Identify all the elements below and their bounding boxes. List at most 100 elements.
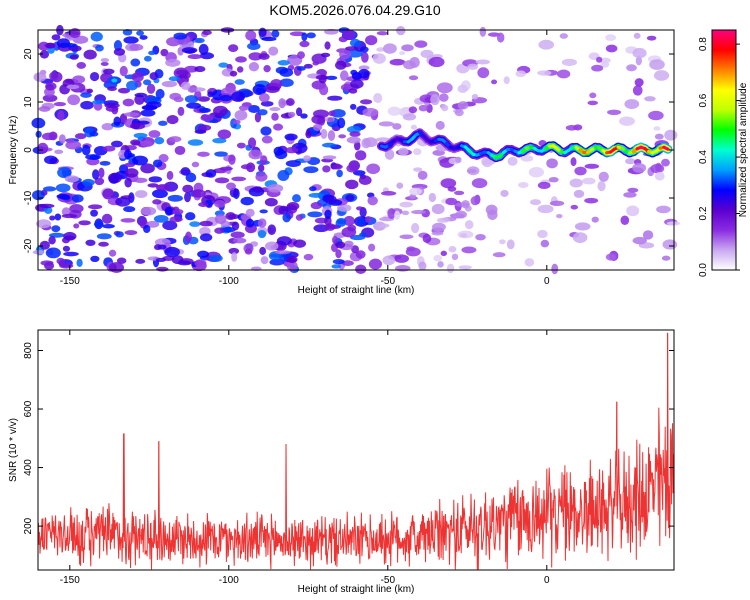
spectrogram-blob <box>90 31 103 42</box>
spectrogram-blob <box>152 189 168 199</box>
spectrogram-blob <box>546 158 558 169</box>
spectrogram-blob <box>644 96 656 102</box>
spectrogram-blob <box>45 247 61 259</box>
spectrogram-blob <box>312 61 319 66</box>
spectrogram-blob <box>653 70 670 81</box>
spectrogram-blob <box>94 177 105 186</box>
spectrogram-blob <box>401 44 414 52</box>
spectrogram-blob <box>89 131 99 137</box>
spectrogram-blob <box>173 32 188 40</box>
spectrogram-blob <box>440 178 457 189</box>
spectrogram-blob <box>366 163 381 175</box>
spectrogram-blob <box>248 149 263 160</box>
spectrogram-blob <box>464 220 474 230</box>
spectrogram-blob <box>349 38 361 48</box>
spectrogram-blob <box>350 103 357 110</box>
spectrogram-blob <box>503 76 510 85</box>
spectrogram-blob <box>238 105 249 111</box>
spectrogram-blob <box>164 246 180 258</box>
spectrogram-blob <box>80 100 94 110</box>
spectrogram-blob <box>155 88 165 99</box>
spectrogram-blob <box>556 69 571 79</box>
spectrogram-blob <box>252 186 263 193</box>
spectrogram-blob <box>528 166 544 178</box>
spectrogram-blob <box>263 65 271 73</box>
spectrogram-blob <box>38 105 51 112</box>
spectrogram-blob <box>454 108 464 117</box>
spectrogram-blob <box>574 222 591 231</box>
spectrogram-blob <box>322 165 331 173</box>
spectrogram-blob <box>143 224 151 234</box>
spectrogram-blob <box>258 53 270 60</box>
spectrogram-blob <box>221 226 236 233</box>
spectrogram-blob <box>184 192 191 203</box>
spectrogram-blob <box>356 217 366 226</box>
spectrogram-blob <box>461 200 470 209</box>
spectrogram-blob <box>194 37 205 44</box>
spectrogram-blob <box>346 125 362 134</box>
spectrogram-blob <box>324 41 331 50</box>
spectrogram-blob <box>406 246 416 252</box>
spectrogram-blob <box>570 204 579 210</box>
spectrogram-blob <box>301 32 308 42</box>
spectrogram-blob <box>231 91 245 102</box>
spectrogram-blob <box>413 167 423 172</box>
spectrogram-blob <box>537 229 548 239</box>
spectrogram-blob <box>168 136 182 143</box>
spectrogram-blob <box>53 102 66 107</box>
spectrogram-blob <box>212 137 227 144</box>
spectrogram-blob <box>140 206 157 216</box>
spectrogram-blob <box>260 100 274 107</box>
spectrogram-blob <box>82 178 95 187</box>
spectrogram-blob <box>274 149 288 160</box>
spectrogram-blob <box>537 181 551 190</box>
spectrogram-blob <box>556 214 563 219</box>
spectrogram-blob <box>395 265 411 272</box>
spectrogram-blob <box>228 247 240 255</box>
colorbar-tick-label: 0.0 <box>698 263 709 277</box>
spectrogram-blob <box>131 72 144 82</box>
spectrogram-blob <box>457 84 468 94</box>
spectrogram-blob <box>284 133 298 141</box>
spectrogram-blob <box>44 155 58 165</box>
spectrogram-blob <box>430 94 440 106</box>
spectrogram-blob <box>271 29 280 38</box>
spectrogram-blob <box>198 202 209 208</box>
spectrogram-blob <box>62 245 71 252</box>
spectrogram-blob <box>396 26 406 36</box>
spectrogram-blob <box>584 163 600 169</box>
spectrogram-blob <box>35 130 42 138</box>
spectrogram-blob <box>346 164 358 173</box>
spectrogram-blob <box>259 209 268 214</box>
spectrogram-blob <box>39 50 50 59</box>
spectrogram-blob <box>116 257 127 264</box>
spectrogram-blob <box>408 75 419 81</box>
spectrogram-blob <box>199 220 213 227</box>
spectrogram-y-tick-label: 20 <box>23 48 34 60</box>
spectrogram-blob <box>140 163 155 174</box>
spectrogram-blob <box>285 147 299 154</box>
colorbar: 0.0 0.2 0.4 0.6 0.8 Normalized spectral ampl… <box>698 29 749 277</box>
spectrogram-blob <box>182 184 194 193</box>
spectrogram-blob <box>255 172 268 182</box>
spectrogram-blob <box>619 116 635 126</box>
spectrogram-blob <box>155 257 167 262</box>
spectrogram-blob <box>261 36 277 42</box>
spectrogram-blob <box>191 189 206 198</box>
spectrogram-blob <box>80 92 92 98</box>
spectrogram-blob <box>217 129 232 140</box>
spectrogram-blob <box>598 171 609 182</box>
spectrogram-blob <box>123 36 139 44</box>
spectrogram-blob <box>635 56 642 66</box>
snr-x-tick-label: -50 <box>381 575 396 586</box>
spectrogram-blob <box>605 253 617 261</box>
spectrogram-blob <box>96 233 112 240</box>
spectrogram-blob <box>205 169 217 178</box>
spectrogram-blob <box>214 151 228 157</box>
spectrogram-blob <box>231 221 240 231</box>
spectrogram-blob <box>255 87 266 95</box>
spectrogram-blob <box>398 147 409 156</box>
spectrogram-blob <box>376 31 388 36</box>
spectrogram-blob <box>166 170 174 180</box>
